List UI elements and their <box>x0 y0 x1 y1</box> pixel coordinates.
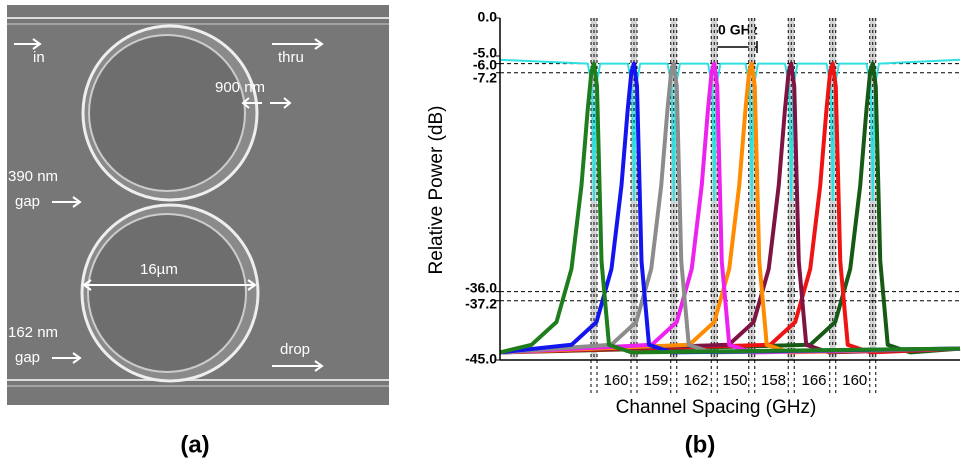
label-gap-word: gap <box>15 193 40 210</box>
arrow <box>14 38 42 50</box>
arrow <box>272 360 324 372</box>
panel-label: (a) <box>180 431 209 458</box>
spacing-label: 162 <box>683 372 708 389</box>
series-line <box>499 61 961 355</box>
label-gap: 162 nm <box>8 324 58 341</box>
y-tick-label: 0.0 <box>478 9 498 25</box>
label-gap: 390 nm <box>8 168 58 185</box>
spacing-label: 160 <box>603 372 628 389</box>
label-drop: drop <box>280 341 310 358</box>
ring-inner <box>87 213 247 373</box>
spacing-label: 158 <box>761 372 786 389</box>
y-tick-label: -45.0 <box>465 351 497 367</box>
series-line <box>499 61 961 355</box>
annotation: 50 GHz <box>710 22 757 38</box>
arrow <box>270 97 292 109</box>
series-line <box>499 58 961 202</box>
spacing-label: 160 <box>842 372 867 389</box>
series-line <box>499 61 961 355</box>
arrow <box>272 38 324 50</box>
spacing-label: 166 <box>801 372 826 389</box>
arrow <box>52 196 82 208</box>
label-diameter: 16µm <box>140 261 178 278</box>
label-thru: thru <box>278 49 304 66</box>
series-line <box>499 61 961 355</box>
plot <box>499 18 961 395</box>
series-line <box>499 61 961 355</box>
y-tick-label: -5.0 <box>473 45 497 61</box>
series-line <box>499 61 961 355</box>
label-gap-word: gap <box>15 349 40 366</box>
series-line <box>499 61 961 355</box>
label-in: in <box>33 49 45 66</box>
ring-inner <box>88 34 246 192</box>
x-axis-label: Channel Spacing (GHz) <box>616 397 817 418</box>
y-tick-label: -37.2 <box>465 295 497 311</box>
arrows <box>14 38 324 372</box>
y-axis-label: Relative Power (dB) <box>426 106 447 275</box>
arrow <box>82 279 257 291</box>
y-tick-label: -7.2 <box>473 69 497 85</box>
series-line <box>499 61 961 355</box>
arrow <box>52 352 82 364</box>
y-tick-label: -6.0 <box>473 56 497 72</box>
sem-image: in thru 900 nm 390 nm gap 16µm 162 nm ga… <box>7 5 389 405</box>
spacing-label: 150 <box>722 372 747 389</box>
spacing-label: 159 <box>643 372 668 389</box>
y-tick-label: -36.0 <box>465 279 497 295</box>
arrow <box>241 97 262 109</box>
label-width: 900 nm <box>215 79 265 96</box>
panel-label: (b) <box>685 431 716 458</box>
